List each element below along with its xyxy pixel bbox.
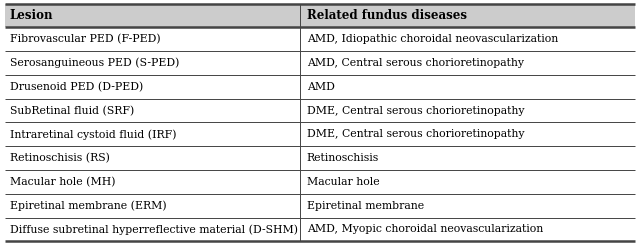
Text: Macular hole: Macular hole xyxy=(307,177,380,187)
Text: AMD: AMD xyxy=(307,82,335,92)
Text: SubRetinal fluid (SRF): SubRetinal fluid (SRF) xyxy=(10,105,134,116)
Text: Intraretinal cystoid fluid (IRF): Intraretinal cystoid fluid (IRF) xyxy=(10,129,176,140)
Text: DME, Central serous chorioretinopathy: DME, Central serous chorioretinopathy xyxy=(307,129,524,139)
Text: Diffuse subretinal hyperreflective material (D-SHM): Diffuse subretinal hyperreflective mater… xyxy=(10,224,298,235)
Text: Epiretinal membrane (ERM): Epiretinal membrane (ERM) xyxy=(10,200,166,211)
Text: Macular hole (MH): Macular hole (MH) xyxy=(10,177,115,187)
Text: Epiretinal membrane: Epiretinal membrane xyxy=(307,201,424,211)
Text: Lesion: Lesion xyxy=(10,9,53,22)
Text: Related fundus diseases: Related fundus diseases xyxy=(307,9,467,22)
Bar xyxy=(5,4,635,27)
Text: AMD, Idiopathic choroidal neovascularization: AMD, Idiopathic choroidal neovasculariza… xyxy=(307,34,558,44)
Text: DME, Central serous chorioretinopathy: DME, Central serous chorioretinopathy xyxy=(307,106,524,116)
Text: Retinoschisis: Retinoschisis xyxy=(307,153,379,163)
Text: Drusenoid PED (D-PED): Drusenoid PED (D-PED) xyxy=(10,82,143,92)
Text: AMD, Myopic choroidal neovascularization: AMD, Myopic choroidal neovascularization xyxy=(307,224,543,234)
Text: Fibrovascular PED (F-PED): Fibrovascular PED (F-PED) xyxy=(10,34,160,45)
Text: Retinoschisis (RS): Retinoschisis (RS) xyxy=(10,153,109,163)
Text: AMD, Central serous chorioretinopathy: AMD, Central serous chorioretinopathy xyxy=(307,58,524,68)
Text: Serosanguineous PED (S-PED): Serosanguineous PED (S-PED) xyxy=(10,58,179,68)
